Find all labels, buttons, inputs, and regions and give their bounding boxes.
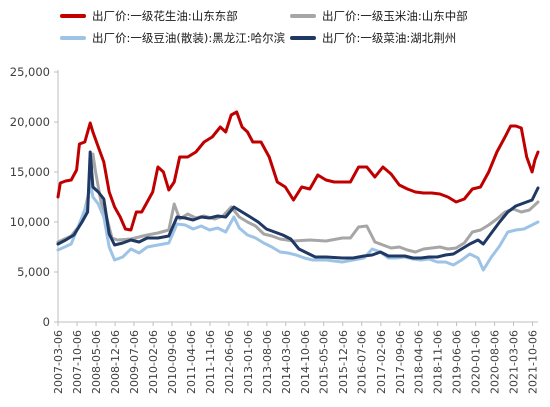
series-line-3 <box>56 180 540 272</box>
x-tick-label: 2013-01-06 <box>242 330 255 394</box>
x-tick-label: 2018-11-06 <box>432 330 445 394</box>
series-line-4 <box>56 150 540 260</box>
x-tick-label: 2007-03-06 <box>52 330 65 394</box>
y-tick-label: 25,000 <box>10 65 50 79</box>
legend-swatch <box>60 36 86 40</box>
legend-label: 出厂价:一级菜油:湖北荆州 <box>322 31 457 45</box>
x-tick-label: 2019-06-06 <box>451 330 464 394</box>
x-tick-label: 2021-10-06 <box>527 330 540 394</box>
x-tick-label: 2011-11-06 <box>204 330 217 394</box>
x-tick-label: 2015-12-06 <box>337 330 350 394</box>
x-tick-label: 2014-03-06 <box>280 330 293 394</box>
x-tick-label: 2020-01-06 <box>470 330 483 394</box>
legend-swatch <box>290 14 316 18</box>
legend-label: 出厂价:一级玉米油:山东中部 <box>322 9 468 23</box>
y-tick-label: 0 <box>43 315 50 329</box>
x-tick-label: 2020-08-06 <box>489 330 502 394</box>
x-tick-label: 2015-05-06 <box>318 330 331 394</box>
legend-label: 出厂价:一级豆油(散装):黑龙江:哈尔滨 <box>92 31 286 45</box>
series-line-1 <box>56 110 540 232</box>
legend-swatch <box>290 36 316 40</box>
x-tick-label: 2013-08-06 <box>261 330 274 394</box>
legend-swatch <box>60 14 86 18</box>
x-tick-label: 2018-04-06 <box>413 330 426 394</box>
x-tick-label: 2014-10-06 <box>299 330 312 394</box>
legend-item: 出厂价:一级玉米油:山东中部 <box>290 6 468 26</box>
x-tick-label: 2008-05-06 <box>90 330 103 394</box>
x-tick-label: 2007-10-06 <box>71 330 84 394</box>
x-tick-label: 2010-09-06 <box>166 330 179 394</box>
x-tick-label: 2017-09-06 <box>394 330 407 394</box>
x-tick-label: 2017-02-06 <box>375 330 388 394</box>
x-tick-label: 2016-07-06 <box>356 330 369 394</box>
legend-label: 出厂价:一级花生油:山东东部 <box>92 9 238 23</box>
legend-item: 出厂价:一级豆油(散装):黑龙江:哈尔滨 <box>60 28 285 48</box>
x-tick-label: 2012-06-06 <box>223 330 236 394</box>
x-tick-label: 2010-02-06 <box>147 330 160 394</box>
x-tick-label: 2009-07-06 <box>128 330 141 394</box>
y-tick-label: 15,000 <box>10 165 50 179</box>
y-tick-label: 5,000 <box>17 265 50 279</box>
chart-legend: 出厂价:一级花生油:山东东部 出厂价:一级玉米油:山东中部出厂价:一级豆油(散装)… <box>60 6 546 50</box>
x-tick-label: 2021-03-06 <box>508 330 521 394</box>
x-tick-label: 2011-04-06 <box>185 330 198 394</box>
legend-item: 出厂价:一级菜油:湖北荆州 <box>290 28 456 48</box>
x-tick-label: 2008-12-06 <box>109 330 122 394</box>
series-line-2 <box>56 152 540 254</box>
y-tick-label: 10,000 <box>10 215 50 229</box>
y-tick-label: 20,000 <box>10 115 50 129</box>
legend-item: 出厂价:一级花生油:山东东部 <box>60 6 238 26</box>
